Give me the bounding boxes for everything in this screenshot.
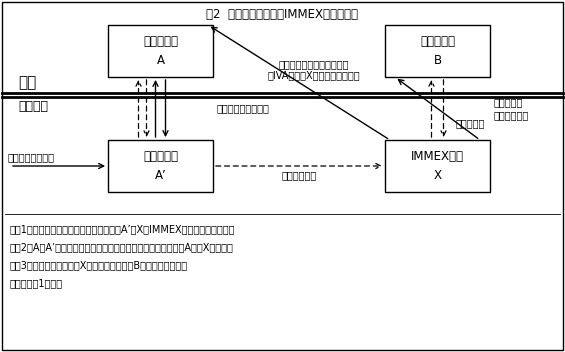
Text: 中間製品移転: 中間製品移転 (281, 170, 316, 180)
Text: 完成品代金
請求・支払い: 完成品代金 請求・支払い (494, 97, 529, 120)
Bar (108, 140, 213, 192)
Text: マキラ法人
A’: マキラ法人 A’ (143, 150, 178, 182)
Text: 図2  外国居住者と国内IMMEX企業の取引: 図2 外国居住者と国内IMMEX企業の取引 (206, 7, 358, 20)
Text: （IVA課税、Xが国内源泉払い）: （IVA課税、Xが国内源泉払い） (268, 70, 360, 81)
Text: 加工費請求・支払い: 加工費請求・支払い (217, 103, 270, 113)
Bar (108, 25, 213, 77)
Text: メキシコ: メキシコ (18, 100, 48, 113)
Text: （注3）完成品の所有権もXが持ち、輸出後にBに所有権が移る。: （注3）完成品の所有権もXが持ち、輸出後にBに所有権が移る。 (10, 260, 188, 270)
Bar (385, 25, 490, 77)
Text: （注1）点線は物流、実線は商流を表す。A’とXはIMMEXプログラムを活用。: （注1）点線は物流、実線は商流を表す。A’とXはIMMEXプログラムを活用。 (10, 224, 236, 234)
Text: 部品・原材料支給: 部品・原材料支給 (8, 152, 55, 162)
Bar (385, 140, 490, 192)
Text: 外国: 外国 (18, 75, 36, 90)
Text: （出所）図1に同じ: （出所）図1に同じ (10, 278, 63, 288)
Text: 外国居住者
A: 外国居住者 A (143, 35, 178, 67)
Text: 外国居住者
B: 外国居住者 B (420, 35, 455, 67)
Text: 完成品輸出: 完成品輸出 (455, 118, 485, 128)
Text: 中間製品代金請求・支払い: 中間製品代金請求・支払い (279, 59, 349, 69)
Text: （注2）AとA’はマキラドーラ契約を締結。中間製品の所有権はAからXに移る。: （注2）AとA’はマキラドーラ契約を締結。中間製品の所有権はAからXに移る。 (10, 242, 234, 252)
Text: IMMEX企業
X: IMMEX企業 X (411, 150, 464, 182)
